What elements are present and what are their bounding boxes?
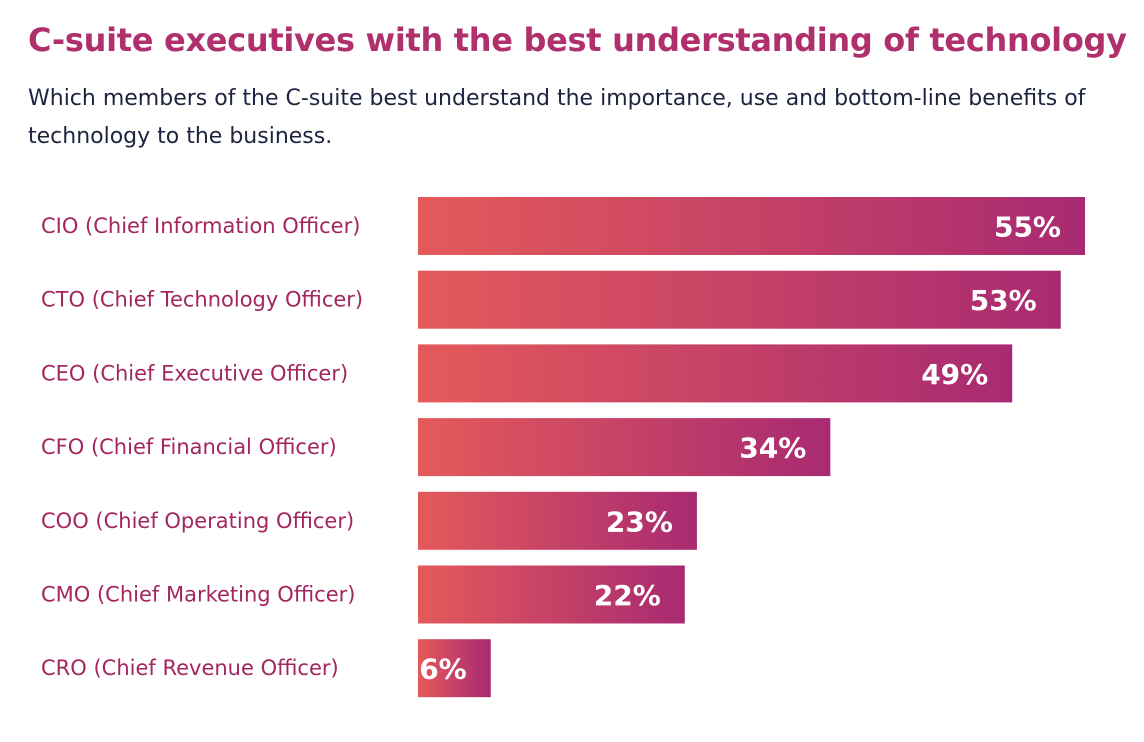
bar	[418, 639, 491, 698]
value-label: 34%	[739, 432, 806, 465]
value-label: 55%	[994, 211, 1061, 244]
bar	[418, 270, 1061, 329]
value-label: 53%	[970, 284, 1037, 317]
chart-subtitle: Which members of the C-suite best unders…	[28, 86, 1086, 149]
bars-group: CIO (Chief Information Officer) 55% CTO (C…	[41, 197, 1085, 698]
category-label: CMO (Chief Marketing Officer)	[41, 583, 355, 607]
bar	[418, 491, 697, 550]
bar	[418, 418, 831, 477]
bar	[418, 344, 1013, 403]
category-label: CEO (Chief Executive Officer)	[41, 361, 348, 385]
value-label: 22%	[594, 579, 661, 612]
category-label: CFO (Chief Financial Officer)	[41, 435, 337, 459]
category-label: CTO (Chief Technology Officer)	[41, 288, 363, 312]
value-label: 23%	[606, 505, 673, 538]
value-label: 6%	[419, 653, 467, 686]
category-label: COO (Chief Operating Officer)	[41, 509, 354, 533]
bar	[418, 565, 685, 624]
category-label: CRO (Chief Revenue Officer)	[41, 656, 339, 680]
chart-title: C-suite executives with the best underst…	[28, 21, 1127, 59]
value-label: 49%	[921, 358, 988, 391]
bar	[418, 197, 1085, 255]
category-label: CIO (Chief Information Officer)	[41, 214, 360, 238]
